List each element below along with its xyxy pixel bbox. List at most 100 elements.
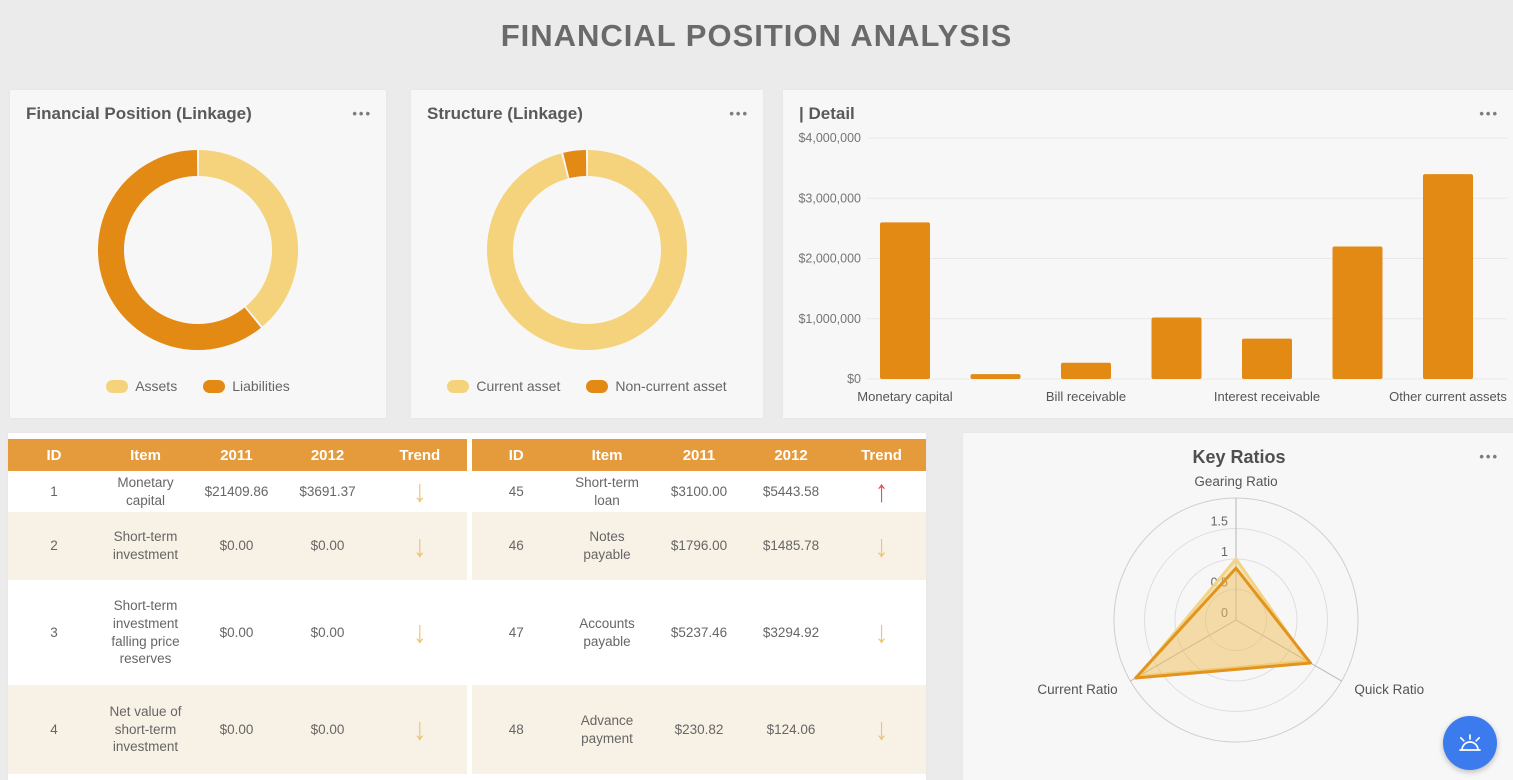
ellipsis-menu-icon[interactable]: •••	[1479, 449, 1499, 464]
legend-swatch-liabilities	[203, 379, 226, 393]
legend-label-non-current-asset: Non-current asset	[615, 378, 727, 394]
panel-title-detail: | Detail	[799, 104, 855, 123]
financial-items-table: ID Item 2011 2012 Trend ID Item 2011 201…	[8, 439, 926, 774]
svg-text:Monetary capital: Monetary capital	[857, 389, 952, 404]
cell-2012: $5443.58	[762, 483, 820, 499]
cell-2012: $124.06	[766, 721, 816, 737]
svg-text:1.5: 1.5	[1211, 515, 1228, 529]
svg-text:$3,000,000: $3,000,000	[798, 191, 861, 205]
financial-position-donut-chart[interactable]	[10, 90, 386, 418]
column-header-id: ID	[466, 439, 561, 471]
table-row: 1 Monetary capital $21409.86 $3691.37 ↓ …	[8, 471, 926, 512]
panel-detail: | Detail ••• $0 $1,000,000 $2,000,000 $3,00…	[783, 90, 1513, 418]
cell-2012: $0.00	[310, 538, 345, 554]
page-title: FINANCIAL POSITION ANALYSIS	[500, 18, 1013, 53]
cell-trend: ↓	[373, 685, 469, 774]
structure-legend: Current asset Non-current asset	[411, 378, 763, 394]
cell-2011: $5237.46	[670, 624, 728, 640]
table-row: 2 Short-term investment $0.00 $0.00 ↓ 46…	[8, 512, 926, 580]
legend-label-assets: Assets	[135, 378, 178, 394]
ellipsis-menu-icon[interactable]: •••	[352, 106, 372, 121]
svg-text:$1,000,000: $1,000,000	[798, 312, 861, 326]
ellipsis-menu-icon[interactable]: •••	[729, 106, 749, 121]
cell-item: Net value of short-term investment	[109, 704, 182, 755]
cell-trend: ↓	[837, 512, 926, 580]
svg-text:Current Ratio: Current Ratio	[1037, 682, 1117, 697]
panel-header: | Detail •••	[799, 102, 1499, 126]
trend-down-icon: ↓	[874, 528, 889, 563]
column-header-2012: 2012	[745, 439, 837, 471]
table-row: 3 Short-term investment falling price re…	[8, 580, 926, 685]
cell-id: 46	[466, 512, 561, 580]
trend-down-icon: ↓	[874, 711, 889, 747]
svg-text:$0: $0	[847, 372, 861, 386]
cell-2011: $3100.00	[670, 483, 728, 499]
legend-item-assets[interactable]: Assets	[106, 378, 177, 394]
cell-trend: ↓	[373, 580, 469, 685]
svg-text:Quick Ratio: Quick Ratio	[1354, 682, 1424, 697]
column-header-item: Item	[561, 439, 653, 471]
cell-2011: $21409.86	[204, 483, 269, 499]
cell-2012: $3294.92	[762, 624, 820, 640]
cell-id: 2	[50, 538, 58, 554]
panel-header: Financial Position (Linkage) •••	[26, 102, 372, 126]
cell-trend: ↓	[837, 685, 926, 774]
cell-item: Advance payment	[580, 712, 634, 746]
legend-item-liabilities[interactable]: Liabilities	[203, 378, 290, 394]
cell-trend: ↓	[373, 512, 469, 580]
panel-structure: Structure (Linkage) ••• Current asset No…	[411, 90, 763, 418]
cell-trend: ↓	[837, 580, 926, 685]
cell-id: 45	[466, 471, 561, 512]
panel-data-table: ID Item 2011 2012 Trend ID Item 2011 201…	[8, 433, 926, 780]
cell-2011: $1796.00	[670, 538, 728, 554]
cell-2011: $0.00	[219, 538, 254, 554]
svg-text:Interest receivable: Interest receivable	[1214, 389, 1320, 404]
legend-swatch-non-current-asset	[586, 379, 609, 393]
trend-down-icon: ↓	[413, 614, 427, 650]
table-header-row: ID Item 2011 2012 Trend ID Item 2011 201…	[8, 439, 926, 471]
trend-down-icon: ↓	[413, 711, 427, 747]
cell-trend: ↓	[373, 471, 469, 512]
cell-2011: $0.00	[219, 624, 254, 640]
cell-item: Accounts payable	[579, 615, 635, 649]
legend-item-non-current-asset[interactable]: Non-current asset	[586, 378, 727, 394]
panel-header: Structure (Linkage) •••	[427, 102, 749, 126]
cell-trend: ↑	[837, 471, 926, 512]
svg-text:0: 0	[1221, 606, 1228, 620]
table-row: 4 Net value of short-term investment $0.…	[8, 685, 926, 774]
cell-item: Short-term investment	[112, 529, 179, 562]
legend-label-current-asset: Current asset	[476, 378, 561, 394]
svg-text:1: 1	[1221, 545, 1228, 559]
detail-bar-chart: $0 $1,000,000 $2,000,000 $3,000,000 $4,000,0…	[783, 90, 1513, 418]
svg-text:Gearing Ratio: Gearing Ratio	[1194, 474, 1277, 489]
cell-id: 1	[50, 483, 58, 499]
siren-icon	[1459, 734, 1481, 751]
legend-swatch-assets	[106, 379, 129, 393]
svg-text:$2,000,000: $2,000,000	[798, 252, 861, 266]
cell-item: Notes payable	[583, 529, 631, 562]
financial-position-legend: Assets Liabilities	[10, 378, 386, 394]
panel-title-key-ratios: Key Ratios	[1192, 446, 1286, 467]
alarm-fab-button[interactable]	[1443, 716, 1497, 770]
trend-down-icon: ↓	[413, 528, 427, 563]
panel-financial-position: Financial Position (Linkage) ••• Assets …	[10, 90, 386, 418]
column-header-trend: Trend	[373, 439, 469, 471]
cell-id: 4	[50, 721, 58, 737]
cell-2011: $230.82	[674, 721, 724, 737]
trend-down-icon: ↓	[413, 473, 427, 509]
structure-donut-chart[interactable]	[411, 90, 763, 418]
ellipsis-menu-icon[interactable]: •••	[1479, 106, 1499, 121]
cell-id: 3	[50, 624, 58, 640]
column-header-2011: 2011	[191, 439, 282, 471]
cell-id: 47	[466, 580, 561, 685]
panel-title-structure: Structure (Linkage)	[427, 104, 583, 123]
column-header-2012: 2012	[282, 439, 373, 471]
cell-item: Short-term loan	[575, 474, 639, 508]
column-header-id: ID	[8, 439, 100, 471]
legend-item-current-asset[interactable]: Current asset	[447, 378, 560, 394]
column-header-trend: Trend	[837, 439, 926, 471]
legend-label-liabilities: Liabilities	[232, 378, 290, 394]
cell-item: Short-term investment falling price rese…	[111, 598, 180, 667]
